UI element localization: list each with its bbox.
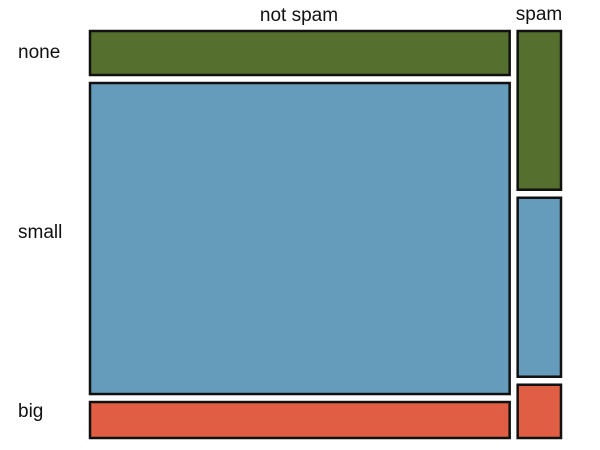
row-label-small: small <box>18 222 62 243</box>
tile-spam-big <box>516 383 563 440</box>
tile-spam-small <box>516 196 563 378</box>
tile-not-spam-big <box>88 400 511 440</box>
row-labels: none small big <box>18 42 62 422</box>
column-label-spam: spam <box>516 4 562 25</box>
row-label-none: none <box>18 42 60 63</box>
column-labels: not spam spam <box>260 4 562 26</box>
tile-spam-none <box>516 29 563 191</box>
column-label-not-spam: not spam <box>260 5 338 26</box>
tile-not-spam-small <box>88 81 511 396</box>
row-label-big: big <box>18 401 43 422</box>
tile-not-spam-none <box>88 29 511 77</box>
mosaic-tiles <box>88 29 563 440</box>
